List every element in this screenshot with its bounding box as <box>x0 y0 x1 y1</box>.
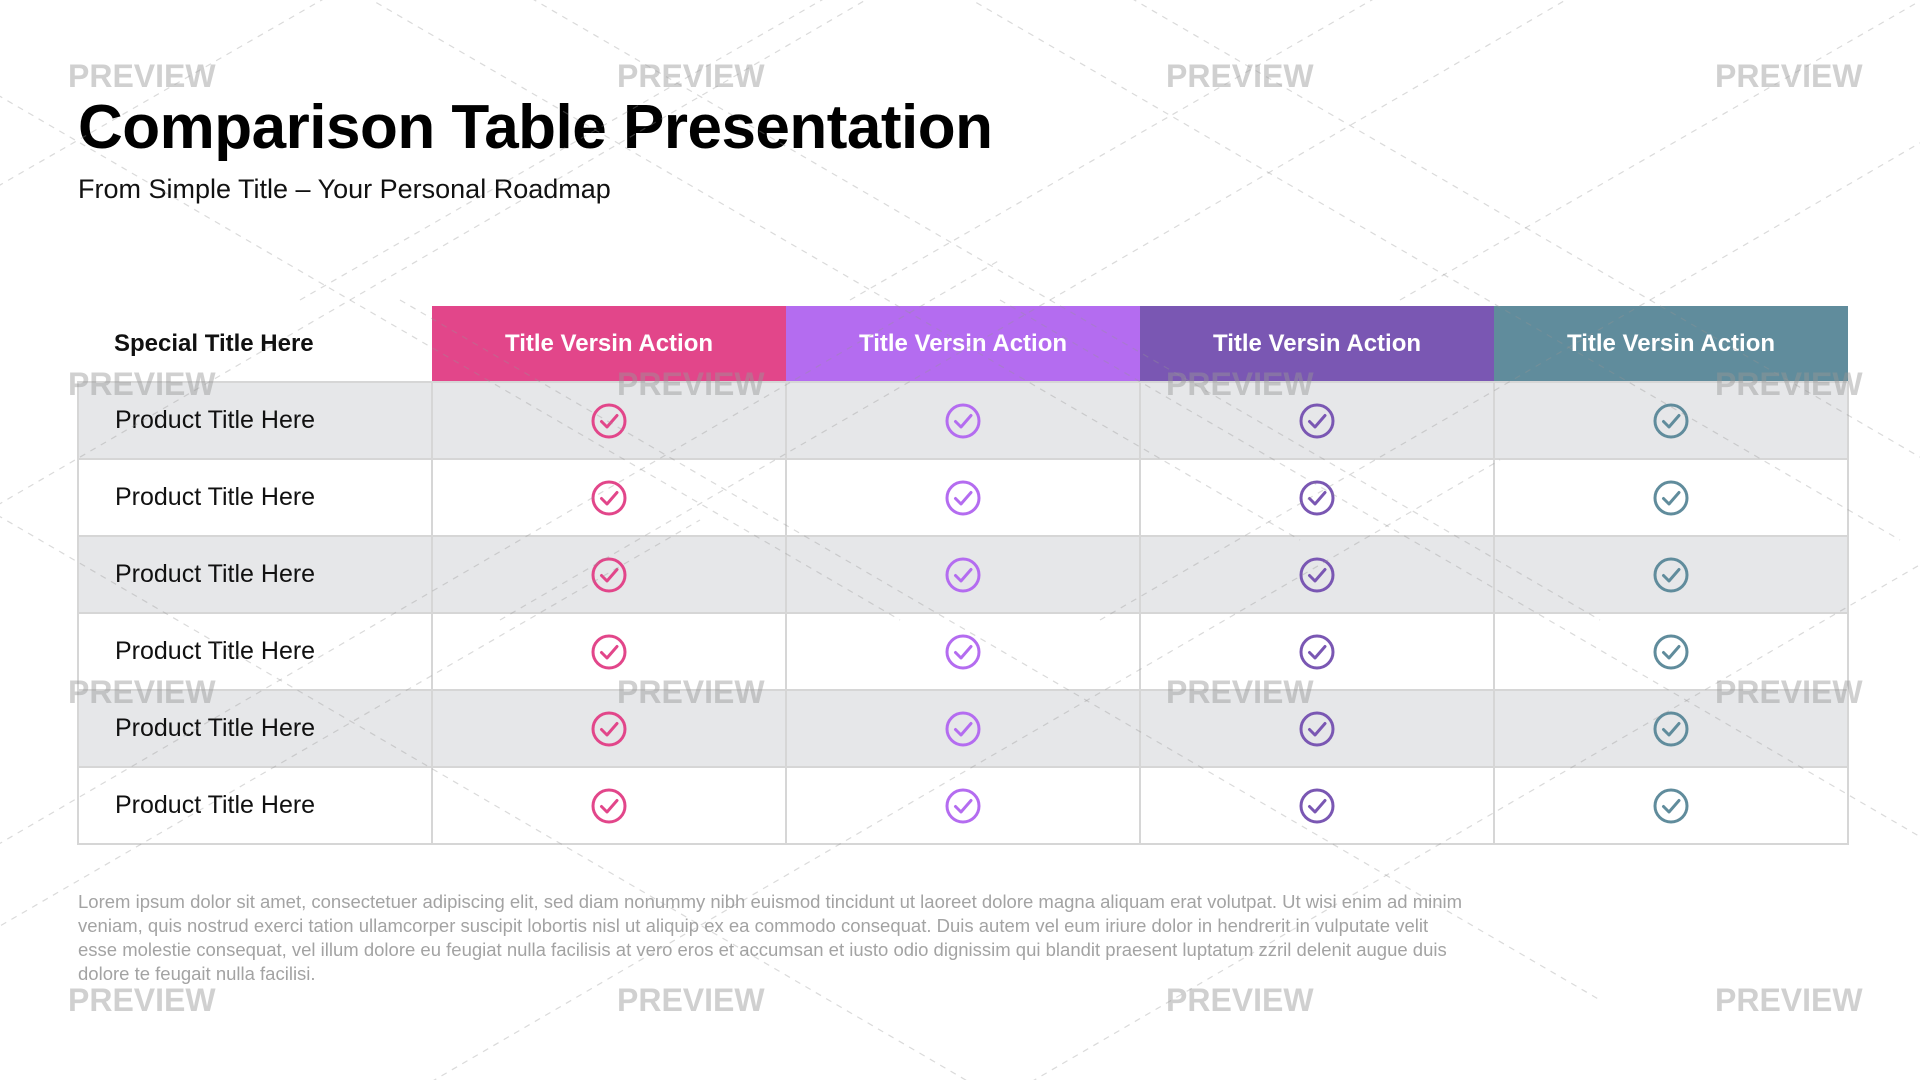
check-circle-icon <box>1652 787 1690 825</box>
table-row: Product Title Here <box>77 535 1849 614</box>
check-circle-icon <box>944 556 982 594</box>
row-label: Product Title Here <box>77 689 433 768</box>
table-cell <box>785 381 1141 460</box>
check-circle-icon <box>590 402 628 440</box>
check-circle-icon <box>1652 402 1690 440</box>
watermark-text: PREVIEW <box>617 58 765 94</box>
watermark-text: PREVIEW <box>617 982 765 1018</box>
table-row: Product Title Here <box>77 458 1849 537</box>
row-label: Product Title Here <box>77 381 433 460</box>
check-circle-icon <box>1298 787 1336 825</box>
footer-text: Lorem ipsum dolor sit amet, consectetuer… <box>78 891 1463 984</box>
check-circle-icon <box>1298 402 1336 440</box>
check-circle-icon <box>1652 710 1690 748</box>
check-circle-icon <box>1298 556 1336 594</box>
table-cell <box>785 458 1141 537</box>
table-cell <box>431 535 787 614</box>
table-body: Product Title Here Product Title Here Prod… <box>77 381 1849 845</box>
check-circle-icon <box>590 556 628 594</box>
table-cell <box>785 766 1141 845</box>
watermark-text: PREVIEW <box>1715 982 1863 1018</box>
table-cell <box>1139 458 1495 537</box>
corner-header: Special Title Here <box>78 306 432 382</box>
table-header-row: Special Title Here Title Versin Action T… <box>78 306 1848 382</box>
watermark-line <box>1399 0 1920 301</box>
table-cell <box>1493 458 1849 537</box>
column-header-1: Title Versin Action <box>432 306 786 382</box>
table-cell <box>1493 381 1849 460</box>
check-circle-icon <box>1298 633 1336 671</box>
table-cell <box>785 535 1141 614</box>
page-subtitle: From Simple Title – Your Personal Roadma… <box>78 174 611 204</box>
table-cell <box>1493 689 1849 768</box>
table-row: Product Title Here <box>77 766 1849 845</box>
check-circle-icon <box>1652 633 1690 671</box>
table-cell <box>431 689 787 768</box>
page-title: Comparison Table Presentation <box>78 93 993 162</box>
check-circle-icon <box>1652 479 1690 517</box>
check-circle-icon <box>590 633 628 671</box>
column-header-4: Title Versin Action <box>1494 306 1848 382</box>
watermark-text: PREVIEW <box>68 982 216 1018</box>
row-label: Product Title Here <box>77 766 433 845</box>
table-cell <box>431 458 787 537</box>
table-row: Product Title Here <box>77 612 1849 691</box>
row-label: Product Title Here <box>77 458 433 537</box>
table-cell <box>1493 535 1849 614</box>
check-circle-icon <box>1298 710 1336 748</box>
check-circle-icon <box>944 479 982 517</box>
table-cell <box>785 612 1141 691</box>
table-cell <box>1139 766 1495 845</box>
check-circle-icon <box>590 710 628 748</box>
check-circle-icon <box>1652 556 1690 594</box>
table-cell <box>431 766 787 845</box>
check-circle-icon <box>590 787 628 825</box>
check-circle-icon <box>944 633 982 671</box>
table-cell <box>1139 381 1495 460</box>
watermark-text: PREVIEW <box>1715 58 1863 94</box>
table-cell <box>1139 535 1495 614</box>
row-label: Product Title Here <box>77 612 433 691</box>
row-label: Product Title Here <box>77 535 433 614</box>
table-cell <box>1493 612 1849 691</box>
table-cell <box>1493 766 1849 845</box>
check-circle-icon <box>1298 479 1336 517</box>
table-row: Product Title Here <box>77 381 1849 460</box>
watermark-text: PREVIEW <box>1166 982 1314 1018</box>
table-row: Product Title Here <box>77 689 1849 768</box>
check-circle-icon <box>944 710 982 748</box>
column-header-3: Title Versin Action <box>1140 306 1494 382</box>
table-cell <box>785 689 1141 768</box>
check-circle-icon <box>944 402 982 440</box>
table-cell <box>1139 612 1495 691</box>
comparison-table: Special Title Here Title Versin Action T… <box>77 306 1849 845</box>
table-cell <box>1139 689 1495 768</box>
column-header-2: Title Versin Action <box>786 306 1140 382</box>
check-circle-icon <box>590 479 628 517</box>
watermark-text: PREVIEW <box>68 58 216 94</box>
table-cell <box>431 381 787 460</box>
watermark-text: PREVIEW <box>1166 58 1314 94</box>
check-circle-icon <box>944 787 982 825</box>
table-cell <box>431 612 787 691</box>
